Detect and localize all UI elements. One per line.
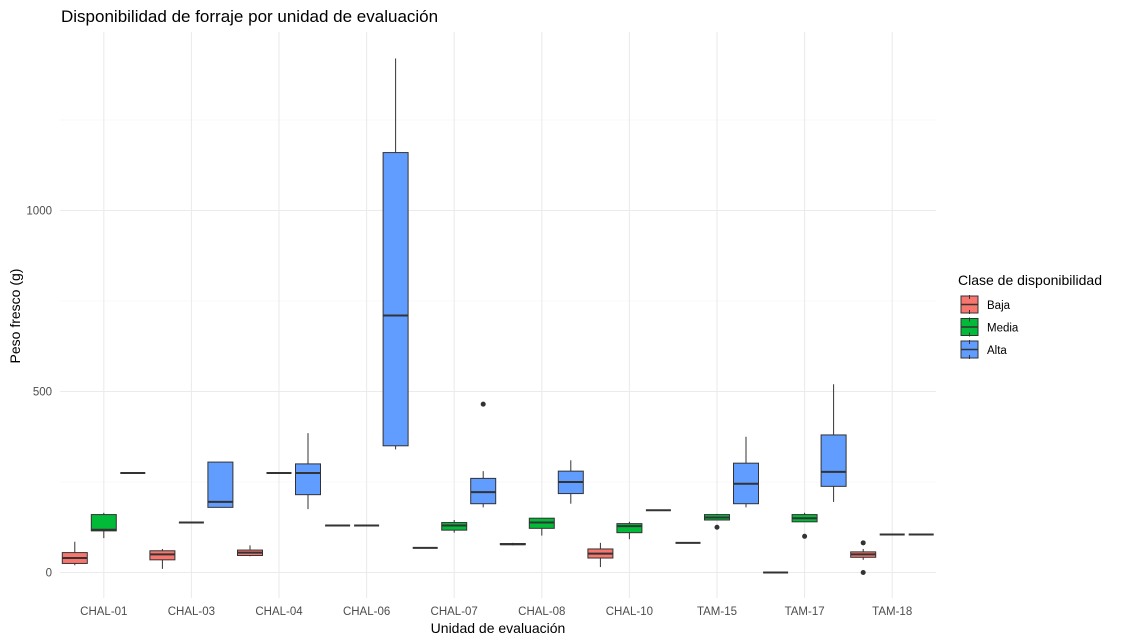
legend-item-baja: Baja [960,295,1011,314]
legend-items: Baja Media Alta [960,295,1019,359]
outlier-point [802,533,808,539]
box-media [704,513,730,530]
box-alta [470,401,497,508]
box-body [820,434,847,487]
x-axis-ticks: CHAL-01 CHAL-03 CHAL-04 CHAL-06 CHAL-07 CHAL-… [80,606,912,618]
chart-title: Disponibilidad de forraje por unidad de … [61,7,438,26]
series-baja [61,524,877,575]
y-axis-ticks: 0 500 1000 [26,206,52,580]
x-axis-title: Unidad de evaluación [431,620,566,636]
x-tick-label: CHAL-07 [431,606,478,618]
x-tick-label: CHAL-04 [255,606,303,618]
outlier-point [714,524,720,530]
box-baja [61,541,88,566]
legend-title: Clase de disponibilidad [958,272,1102,288]
box-media [441,520,468,533]
outlier-point [860,570,866,575]
box-baja [850,540,877,575]
legend-item-media: Media [960,317,1019,337]
box-alta [382,58,409,450]
y-tick-label: 1000 [26,206,52,218]
series-media [90,471,905,540]
x-tick-label: TAM-18 [872,606,912,618]
x-tick-label: TAM-17 [785,606,825,618]
legend-label: Media [987,323,1019,335]
box-alta [207,461,234,508]
outlier-point [860,540,866,546]
y-tick-label: 500 [33,387,52,399]
x-tick-label: TAM-15 [697,606,737,618]
box-alta [820,384,847,502]
box-body [295,463,321,496]
legend-label: Baja [987,300,1011,312]
y-tick-label: 0 [46,568,52,580]
box-alta [295,433,321,510]
grid [60,32,936,598]
box-media [90,512,117,539]
x-tick-label: CHAL-10 [606,606,653,618]
x-tick-label: CHAL-03 [168,606,215,618]
box-media [528,517,555,536]
box-series [61,58,934,575]
x-tick-label: CHAL-08 [518,606,565,618]
box-baja [587,542,614,568]
legend-label: Alta [987,345,1007,357]
box-media [616,521,643,540]
box-baja [237,545,263,557]
outlier-point [480,401,486,407]
legend-item-alta: Alta [960,340,1007,359]
box-media [791,512,818,539]
y-axis-title: Peso fresco (g) [7,269,23,364]
box-body [470,477,497,505]
box-body [207,461,234,508]
x-tick-label: CHAL-01 [80,606,127,618]
series-alta [120,58,934,536]
box-body [90,514,117,532]
legend: Clase de disponibilidad Baja Media Alta [958,272,1102,359]
box-body [382,152,409,447]
box-alta [733,436,759,508]
box-baja [499,542,526,546]
box-body [616,523,643,534]
box-alta [557,460,584,504]
box-baja [149,548,176,569]
x-tick-label: CHAL-06 [343,606,390,618]
